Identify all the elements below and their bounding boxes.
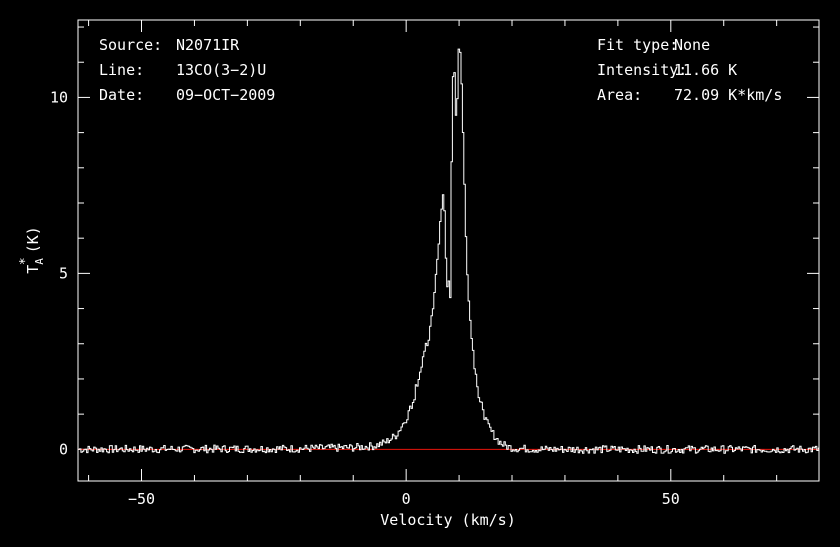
y-axis-label-sub: A: [33, 258, 46, 265]
annotation-value: 09−OCT−2009: [176, 86, 275, 104]
annotation-label: Source:: [99, 36, 162, 54]
y-tick-label: 0: [59, 440, 68, 458]
annotation-value: N2071IR: [176, 36, 240, 54]
annotation-label: Intensity:: [597, 61, 687, 79]
y-tick-label: 10: [50, 88, 68, 106]
annotation-block-left: Source: N2071IR Line: 13CO(3−2)U Date: 09−OCT…: [99, 36, 275, 104]
x-tick-label: 50: [662, 490, 680, 508]
svg-text:TA*(K): TA* (K): [18, 226, 46, 274]
annotation-label: Date:: [99, 86, 144, 104]
x-tick-label: −50: [128, 490, 155, 508]
annotation-value: 13CO(3−2)U: [176, 61, 266, 79]
plot-frame: [77, 19, 820, 482]
annotation-label: Line:: [99, 61, 144, 79]
annotation-value: 11.66 K: [674, 61, 737, 79]
x-axis-label: Velocity (km/s): [380, 511, 515, 529]
annotation-value: 72.09 K*km/s: [674, 86, 782, 104]
spectrum-series-line: [78, 48, 819, 454]
annotation-label: Area:: [597, 86, 642, 104]
y-axis-label-main: T: [24, 265, 42, 274]
annotation-value: None: [674, 36, 710, 54]
y-axis-label-unit: (K): [24, 226, 42, 253]
annotation-block-right: Fit type:None Intensity:11.66 K Area: 72.09…: [597, 36, 782, 104]
y-axis-label: TA* (K): [18, 226, 46, 274]
x-axis-ticks: −50 0 50: [88, 20, 778, 508]
y-axis-label-sup: *: [18, 257, 33, 265]
annotation-label: Fit type:: [597, 36, 678, 54]
y-tick-label: 5: [59, 264, 68, 282]
x-tick-label: 0: [402, 490, 411, 508]
y-axis-ticks: 0 5 10: [50, 26, 819, 458]
